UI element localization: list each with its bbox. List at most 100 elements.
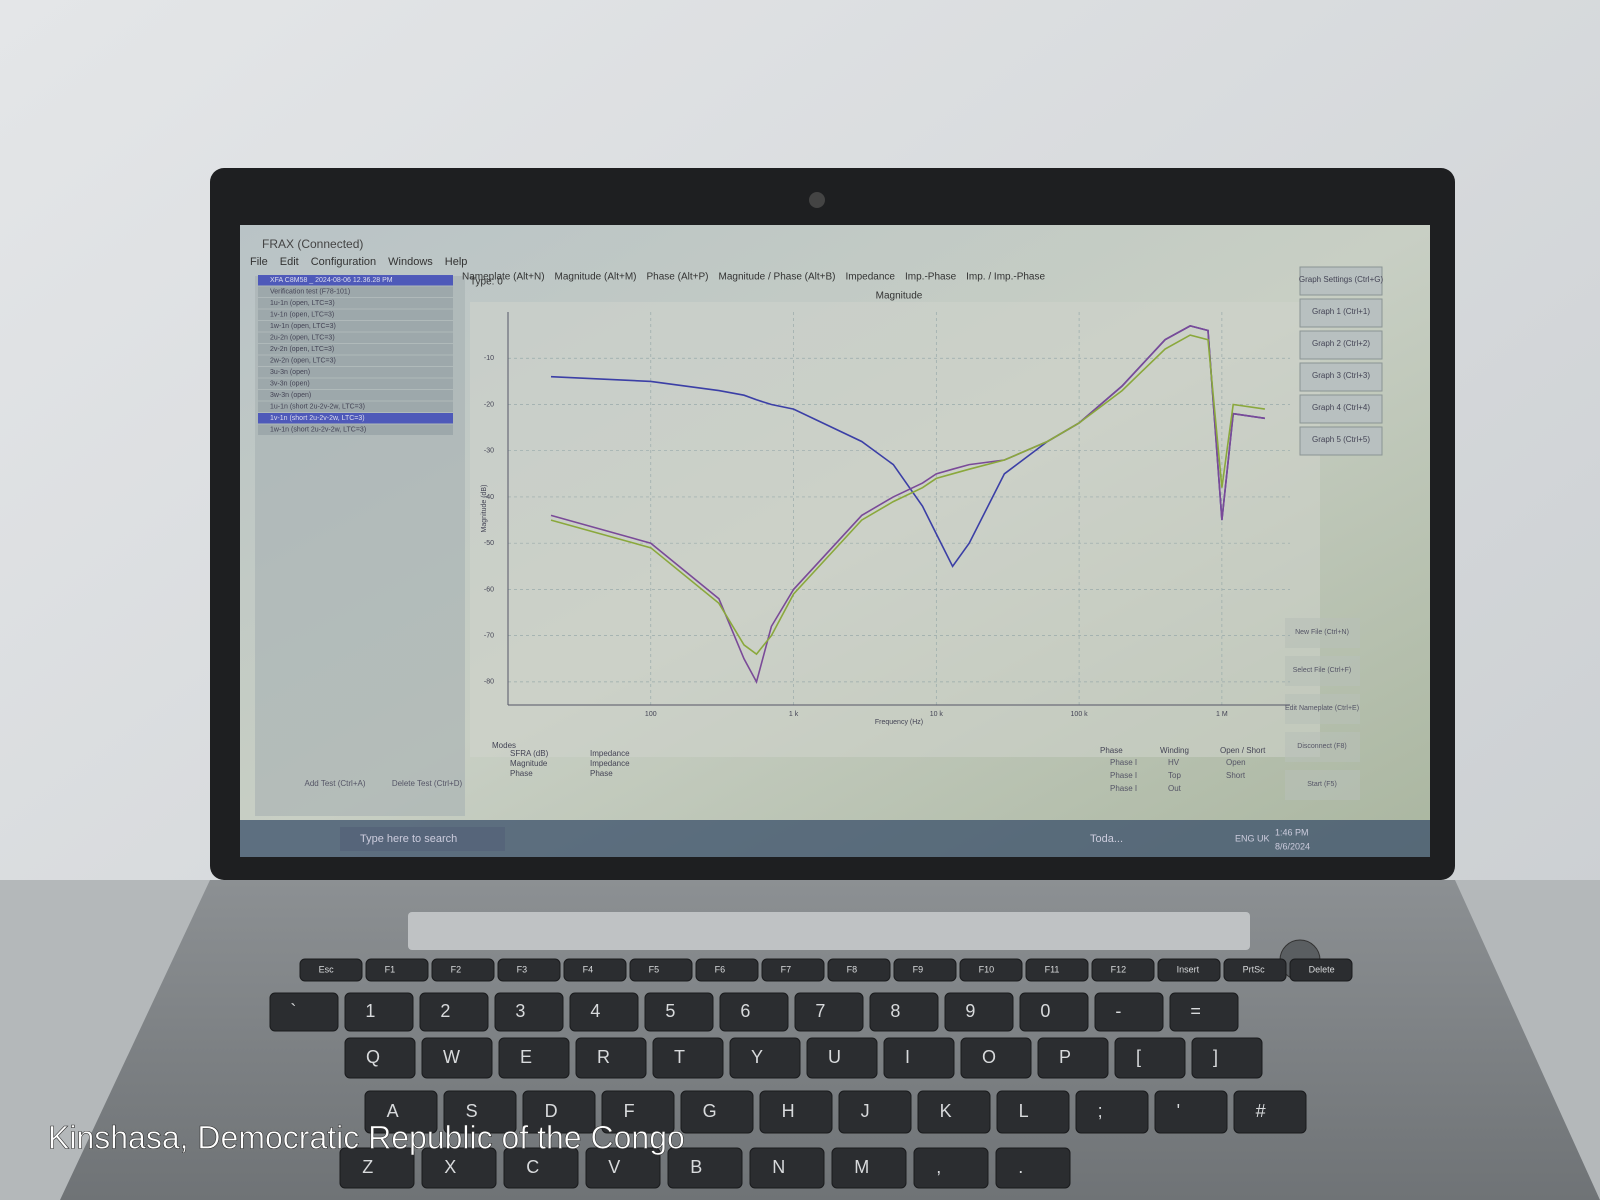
key-label: 3 [515,1001,525,1021]
key-label: 2 [440,1001,450,1021]
key [831,1147,907,1189]
hinge [408,912,1250,950]
key-label: ; [1098,1101,1103,1121]
graph-button-label: Graph 4 (Ctrl+4) [1312,403,1370,412]
window-title: FRAX (Connected) [262,237,363,251]
side-button-label: Start (F5) [1307,781,1337,788]
key [644,992,714,1032]
graph-panel [470,302,1320,757]
key [827,958,891,982]
side-button[interactable] [1285,732,1360,762]
key [749,1147,825,1189]
menu-item[interactable]: Edit [280,256,299,268]
type-label: Type: 0 [470,277,503,288]
tab[interactable]: Phase (Alt+P) [647,272,709,283]
key [569,992,639,1032]
graph-button[interactable] [1299,362,1383,392]
key-label: M [854,1157,869,1177]
tab[interactable]: Impedance [846,272,896,283]
option-value: Open [1226,758,1246,767]
file-name: 3w-3n (open) [270,392,311,399]
key [883,1037,955,1079]
key-label: F10 [979,964,995,974]
key-label: D [545,1101,558,1121]
key-label: 9 [965,1001,975,1021]
x-tick-label: 100 k [1071,711,1089,718]
tab[interactable]: Nameplate (Alt+N) [462,272,545,283]
y-tick-label: -40 [484,494,494,501]
key [629,958,693,982]
key [522,1090,596,1134]
side-button[interactable] [1285,694,1360,724]
key-label: Esc [319,964,335,974]
key [1157,958,1221,982]
tab[interactable]: Magnitude (Alt+M) [555,272,637,283]
file-row [258,401,453,412]
key [719,992,789,1032]
menu-item[interactable]: Help [445,256,468,268]
graph-button[interactable] [1299,330,1383,360]
file-row [258,275,453,286]
y-tick-label: -70 [484,632,494,639]
side-button[interactable] [1285,618,1360,648]
key [652,1037,724,1079]
file-row [258,298,453,309]
key [339,1147,415,1189]
y-tick-label: -50 [484,540,494,547]
x-tick-label: 100 [645,711,657,718]
key-label: E [520,1047,532,1067]
key [869,992,939,1032]
key-label: Insert [1177,964,1200,974]
key-label: W [443,1047,460,1067]
graph-button[interactable] [1299,298,1383,328]
x-tick-label: 10 k [930,711,944,718]
key [960,1037,1032,1079]
key-label: J [861,1101,870,1121]
file-row [258,424,453,435]
key-label: 7 [815,1001,825,1021]
key-label: L [1019,1101,1029,1121]
key [759,1090,833,1134]
key-label: S [466,1101,478,1121]
key [893,958,957,982]
key-label: A [387,1101,399,1121]
key-label: Q [366,1047,380,1067]
file-name: 1u-1n (short 2u-2v-2w, LTC=3) [270,403,365,410]
option-title: Open / Short [1220,746,1266,755]
option-value: Phase I [1110,784,1137,793]
key [1019,992,1089,1032]
graph-button[interactable] [1299,394,1383,424]
key-label: G [703,1101,717,1121]
graph-button[interactable] [1299,266,1383,296]
tab[interactable]: Magnitude / Phase (Alt+B) [719,272,836,283]
menu-item[interactable]: File [250,256,268,268]
graph-button[interactable] [1299,426,1383,456]
menu-item[interactable]: Configuration [311,256,376,268]
option-title: Phase [1100,746,1123,755]
menu-item[interactable]: Windows [388,256,433,268]
key-label: # [1256,1101,1266,1121]
key [494,992,564,1032]
x-axis-label: Frequency (Hz) [875,719,923,726]
tab[interactable]: Imp. / Imp.-Phase [966,272,1045,283]
tab[interactable]: Imp.-Phase [905,272,957,283]
key [421,1037,493,1079]
side-button[interactable] [1285,656,1360,686]
side-button[interactable] [1285,770,1360,800]
x-tick-label: 1 M [1216,711,1228,718]
clock-date: 8/6/2024 [1275,841,1310,851]
file-name: 1v-1n (short 2u-2v-2w, LTC=3) [270,415,365,422]
key-label: O [982,1047,996,1067]
key-label: I [905,1047,910,1067]
y-tick-label: -20 [484,401,494,408]
side-button-label: Select File (Ctrl+F) [1293,667,1352,674]
y-tick-label: -80 [484,679,494,686]
key [1223,958,1287,982]
file-name: 2v-2n (open, LTC=3) [270,346,334,353]
modes-title: Modes [492,741,516,750]
file-row [258,344,453,355]
key [421,1147,497,1189]
key [299,958,363,982]
key-label: = [1190,1001,1201,1021]
file-row [258,321,453,332]
